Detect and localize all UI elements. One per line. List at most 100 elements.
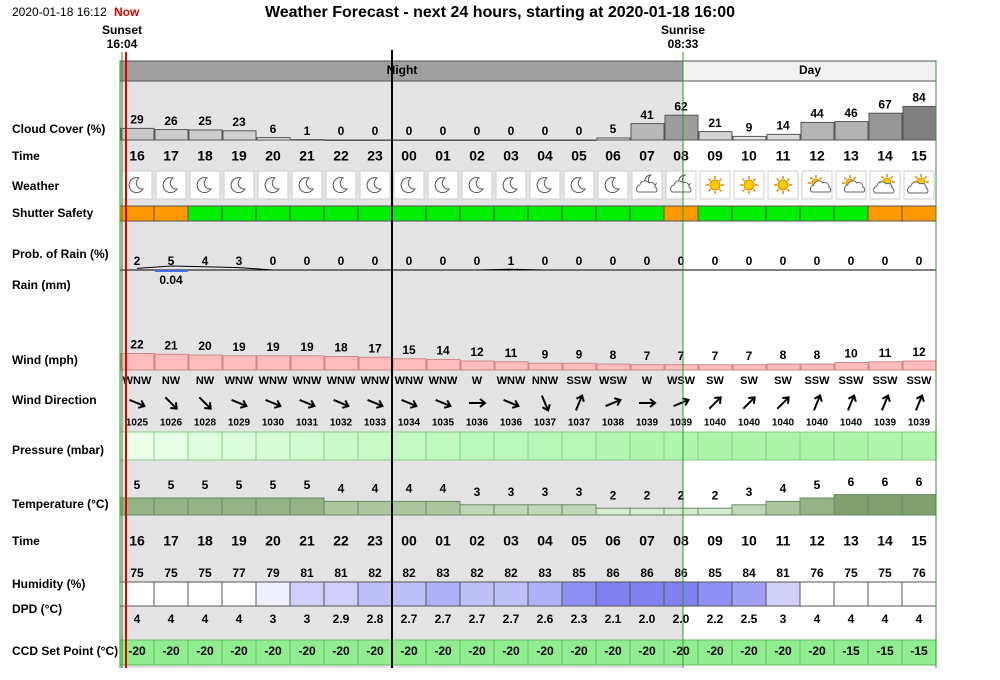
weather-icon	[706, 176, 724, 194]
wind-arrow	[742, 396, 756, 410]
hour: 05	[571, 533, 587, 549]
dpd-value: 3	[780, 612, 787, 626]
moon	[298, 177, 314, 194]
ccd-value: -20	[502, 644, 520, 658]
temperature-bar	[357, 500, 393, 516]
ccd-value: -15	[876, 644, 894, 658]
dpd-value: 2.2	[707, 612, 724, 626]
sun-ray	[708, 178, 712, 182]
wind-value: 7	[746, 349, 753, 363]
weather-icon	[400, 177, 416, 194]
arrow-shaft	[847, 396, 855, 411]
moon	[400, 177, 416, 194]
row-label: Time	[12, 149, 40, 163]
wind-value: 11	[879, 346, 892, 360]
rain-probability-value: 0	[542, 254, 549, 268]
cloud-bar	[834, 121, 869, 141]
timestamp: 2020-01-18 16:12	[12, 5, 107, 19]
cloud-value: 0	[372, 124, 379, 138]
cloud-value: 0	[576, 124, 583, 138]
cloud-value: 0	[440, 124, 447, 138]
rain-probability-value: 2	[134, 254, 141, 268]
arrow-shaft	[881, 396, 889, 411]
humidity-value: 83	[436, 566, 450, 580]
moon	[162, 177, 178, 194]
wind-direction: SW	[706, 375, 724, 387]
wind-value: 12	[912, 345, 926, 359]
cloud-bar	[256, 137, 291, 141]
wind-value: 19	[266, 340, 280, 354]
row-label: Weather	[12, 179, 59, 193]
rain-probability-value: 0	[916, 254, 923, 268]
weather-icon	[162, 177, 178, 194]
moon	[230, 177, 246, 194]
humidity-value: 75	[878, 566, 892, 580]
pressure-value: 1040	[840, 418, 863, 429]
arrow-shaft	[605, 399, 620, 407]
row-label: Pressure (mbar)	[12, 443, 104, 457]
pressure-value: 1036	[466, 418, 489, 429]
pressure-cell	[629, 431, 665, 461]
temperature-value: 4	[440, 482, 447, 496]
sun-ray	[819, 176, 823, 180]
arrow-shaft	[435, 399, 450, 407]
moon	[264, 177, 280, 194]
pressure-value: 1037	[534, 418, 557, 429]
dpd-value: 2.7	[469, 612, 486, 626]
weather-icon	[774, 176, 792, 194]
wind-arrow	[333, 399, 350, 409]
arrow-shaft	[742, 397, 755, 410]
ccd-cell	[391, 639, 427, 666]
ccd-cell	[595, 639, 631, 666]
arrow-head	[681, 397, 690, 407]
temperature-bar	[527, 504, 563, 516]
pressure-cell	[153, 431, 189, 461]
humidity-value: 81	[334, 566, 348, 580]
temperature-value: 3	[746, 485, 753, 499]
shutter-cell	[799, 205, 835, 222]
arrow-shaft	[198, 396, 211, 409]
pressure-cell	[901, 431, 937, 461]
arrow-head	[813, 394, 823, 403]
rain-probability-value: 1	[508, 254, 515, 268]
temperature-value: 4	[780, 482, 787, 496]
rain-probability-value: 0	[576, 254, 583, 268]
moon	[128, 177, 144, 194]
wind-direction: NW	[162, 375, 181, 387]
humidity-cell	[527, 581, 563, 607]
moon	[196, 177, 212, 194]
weather-icon	[636, 174, 658, 193]
wind-bar	[766, 363, 801, 371]
dpd-value: 2.1	[605, 612, 622, 626]
weather-icon	[808, 175, 832, 193]
dpd-value: 4	[814, 612, 821, 626]
temperature-value: 6	[882, 475, 889, 489]
weather-cell	[699, 170, 731, 200]
cloud-value: 0	[338, 124, 345, 138]
wind-value: 9	[542, 347, 549, 361]
ccd-value: -20	[740, 644, 758, 658]
wind-arrow	[915, 394, 925, 411]
arrow-head	[273, 399, 282, 409]
ccd-value: -15	[842, 644, 860, 658]
row-label: Rain (mm)	[12, 278, 71, 292]
ccd-cell	[527, 639, 563, 666]
temperature-value: 5	[168, 478, 175, 492]
hour: 12	[809, 533, 825, 549]
cloud-bar	[324, 139, 359, 141]
pressure-value: 1040	[704, 418, 727, 429]
temperature-value: 3	[474, 485, 481, 499]
temperature-value: 3	[542, 485, 549, 499]
weather-icon	[468, 177, 484, 194]
pressure-value: 1028	[194, 418, 217, 429]
pressure-value: 1038	[602, 418, 625, 429]
sun-ray	[890, 175, 894, 179]
humidity-value: 81	[776, 566, 790, 580]
rain-probability-value: 0	[474, 254, 481, 268]
weather-icon	[230, 177, 246, 194]
humidity-value: 76	[810, 566, 824, 580]
hour: 18	[197, 148, 213, 164]
temperature-value: 2	[712, 488, 719, 502]
arrow-head	[613, 397, 622, 407]
humidity-value: 82	[402, 566, 416, 580]
